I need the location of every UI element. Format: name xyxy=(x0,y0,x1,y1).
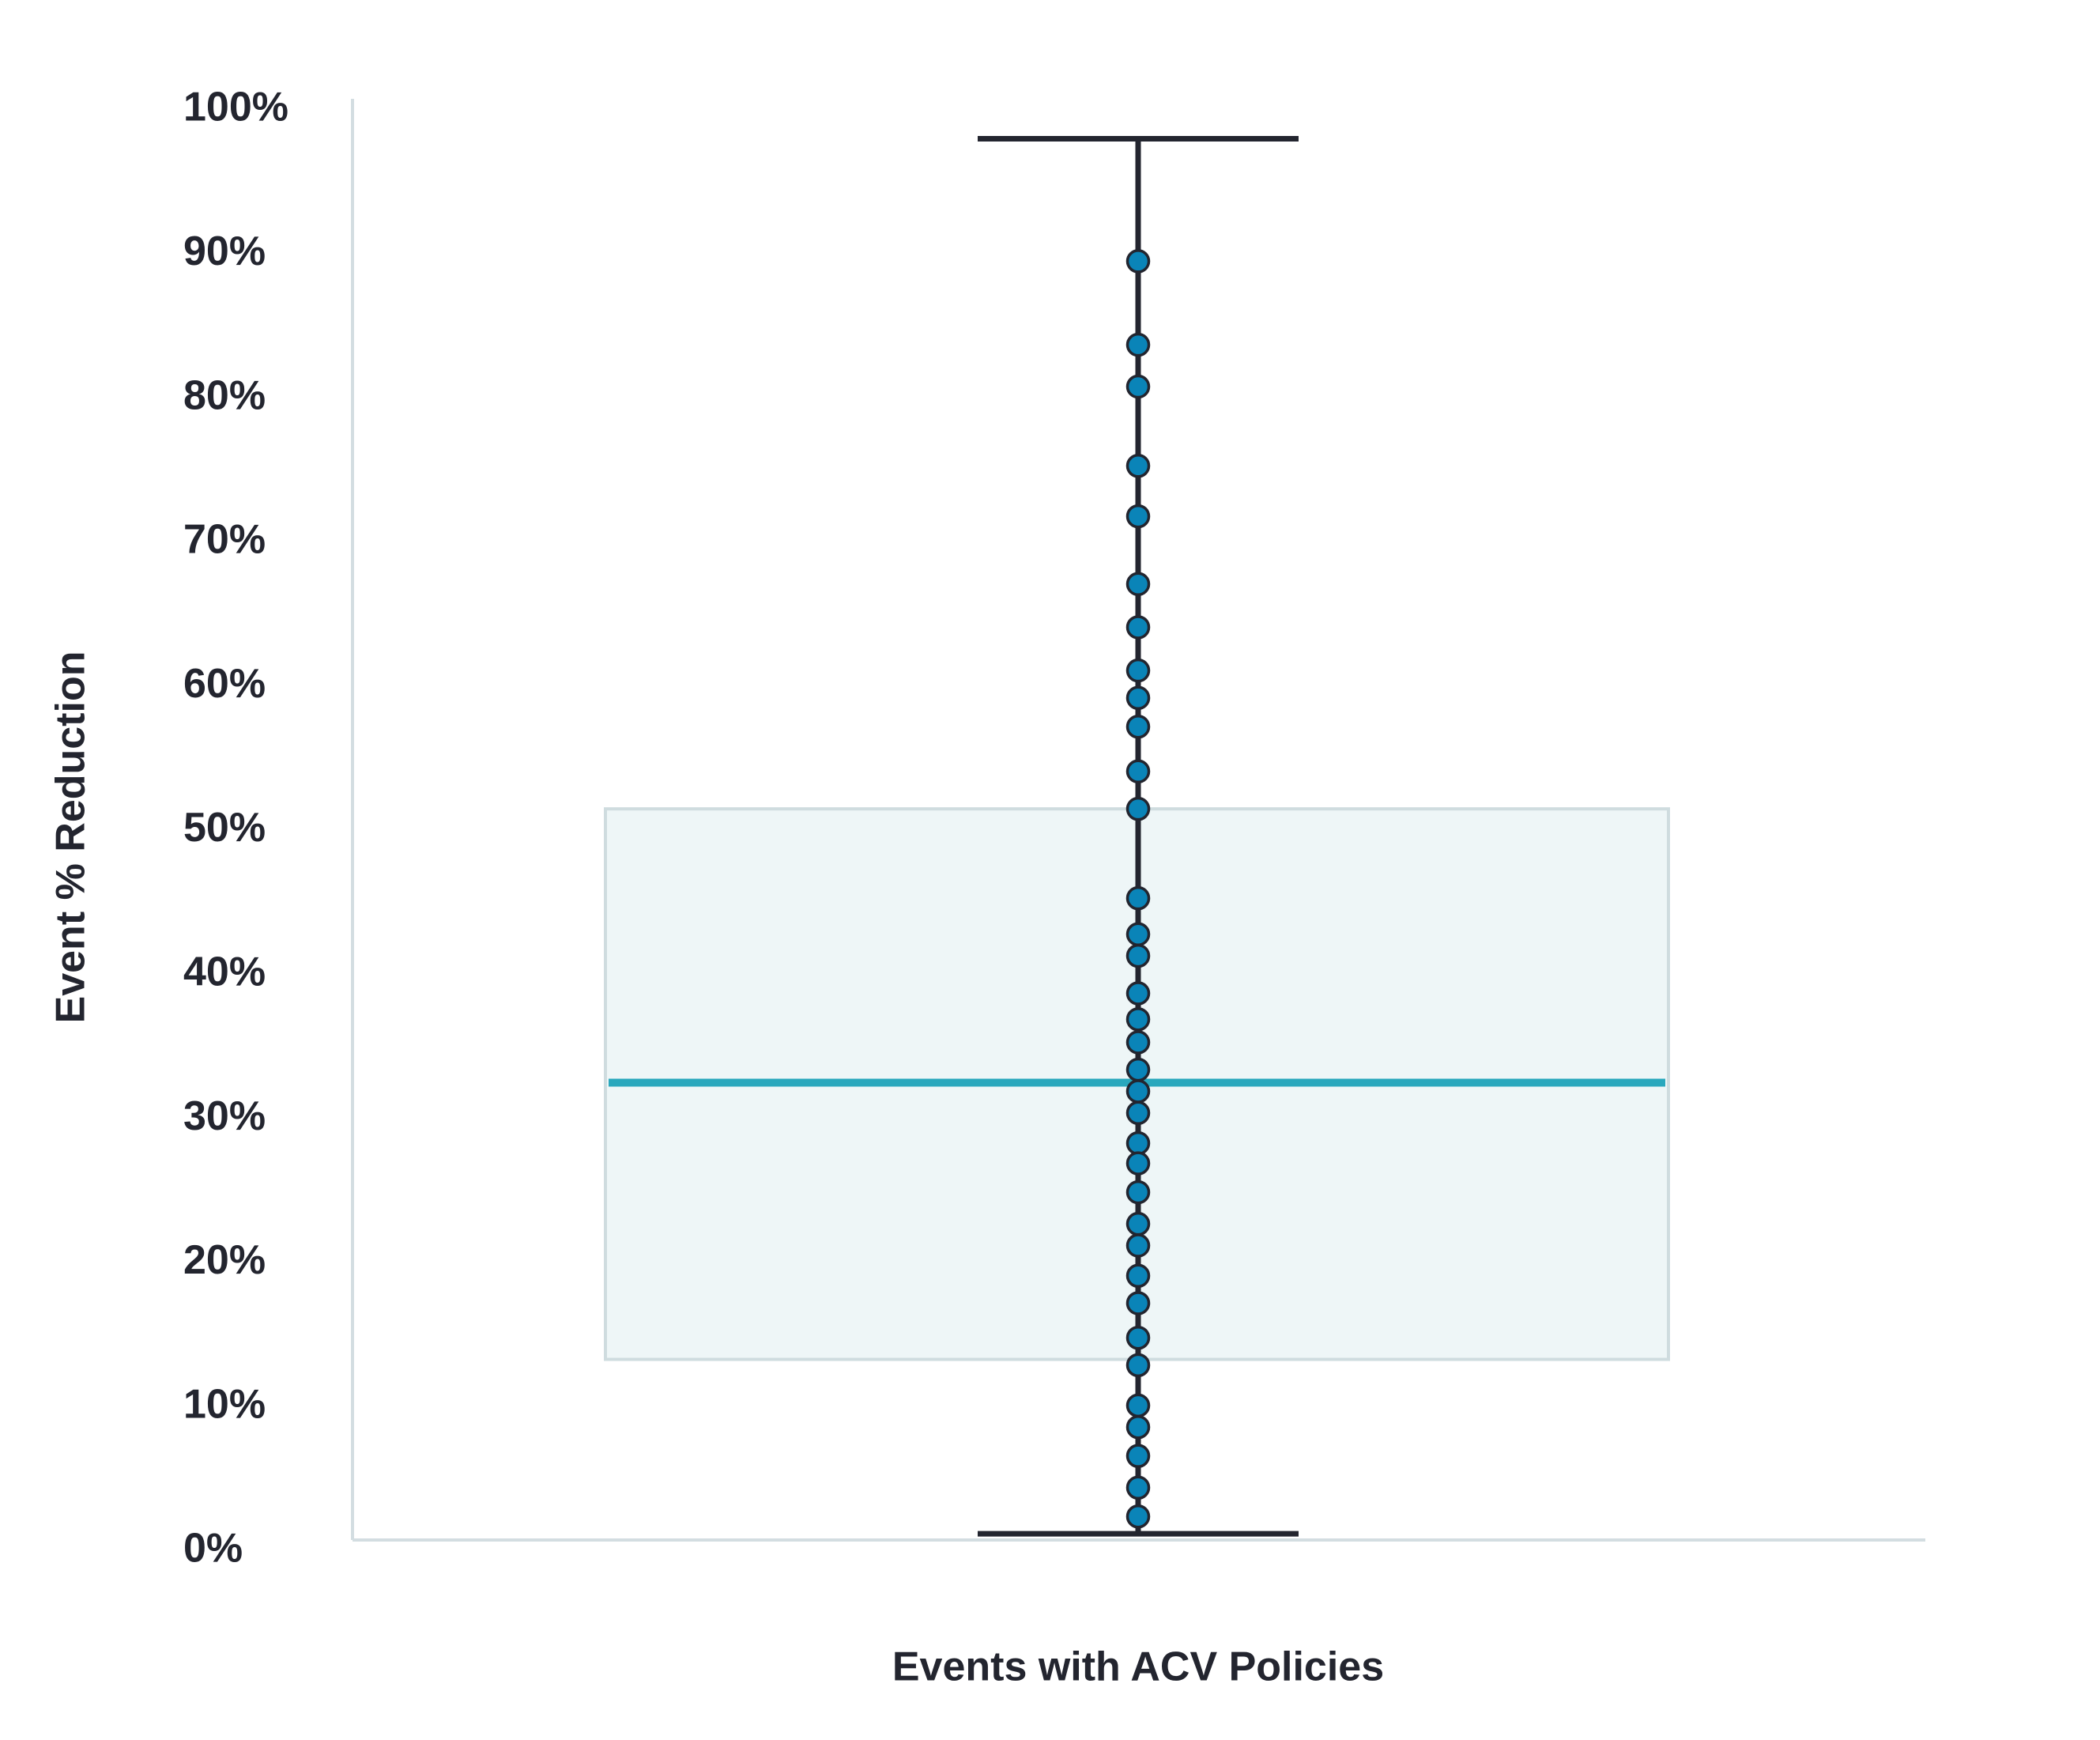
data-point xyxy=(1125,615,1151,640)
data-point xyxy=(1125,1007,1151,1032)
data-point xyxy=(1125,572,1151,597)
y-tick-label: 80% xyxy=(183,372,266,418)
y-axis-label: Event % Reduction xyxy=(48,651,94,1024)
data-point xyxy=(1125,1444,1151,1468)
data-point xyxy=(1125,1233,1151,1258)
data-point xyxy=(1125,1291,1151,1315)
data-point xyxy=(1125,1504,1151,1529)
data-point xyxy=(1125,249,1151,274)
y-tick-label: 60% xyxy=(183,661,266,707)
x-axis-label: Events with ACV Policies xyxy=(892,1644,1384,1690)
data-point xyxy=(1125,454,1151,478)
y-tick-label: 90% xyxy=(183,228,266,274)
data-point xyxy=(1125,1057,1151,1082)
y-tick-label: 70% xyxy=(183,517,266,563)
y-tick-label: 100% xyxy=(183,85,288,130)
data-point xyxy=(1125,1100,1151,1126)
data-point xyxy=(1125,374,1151,399)
y-tick-label: 10% xyxy=(183,1381,266,1427)
data-point xyxy=(1125,1180,1151,1205)
y-tick-label: 50% xyxy=(183,805,266,851)
data-point xyxy=(1125,759,1151,784)
data-point xyxy=(1125,1393,1151,1418)
data-point xyxy=(1125,1263,1151,1289)
y-tick-label: 20% xyxy=(183,1237,266,1283)
data-point xyxy=(1125,1079,1151,1104)
data-point xyxy=(1125,1325,1151,1350)
data-point xyxy=(1125,1151,1151,1176)
data-point xyxy=(1125,1353,1151,1378)
data-point xyxy=(1125,1030,1151,1055)
data-point xyxy=(1125,658,1151,683)
y-tick-label: 40% xyxy=(183,949,266,995)
data-point xyxy=(1125,943,1151,968)
data-point xyxy=(1125,332,1151,357)
data-point xyxy=(1125,1475,1151,1500)
data-point xyxy=(1125,981,1151,1006)
data-point xyxy=(1125,1130,1151,1156)
data-point xyxy=(1125,1211,1151,1236)
y-tick-label: 30% xyxy=(183,1093,266,1139)
data-point xyxy=(1125,1414,1151,1440)
y-tick-label: 0% xyxy=(183,1526,243,1572)
data-point xyxy=(1125,885,1151,911)
data-point xyxy=(1125,796,1151,821)
data-point xyxy=(1125,685,1151,711)
data-point xyxy=(1125,504,1151,529)
data-point xyxy=(1125,922,1151,947)
data-point xyxy=(1125,714,1151,739)
